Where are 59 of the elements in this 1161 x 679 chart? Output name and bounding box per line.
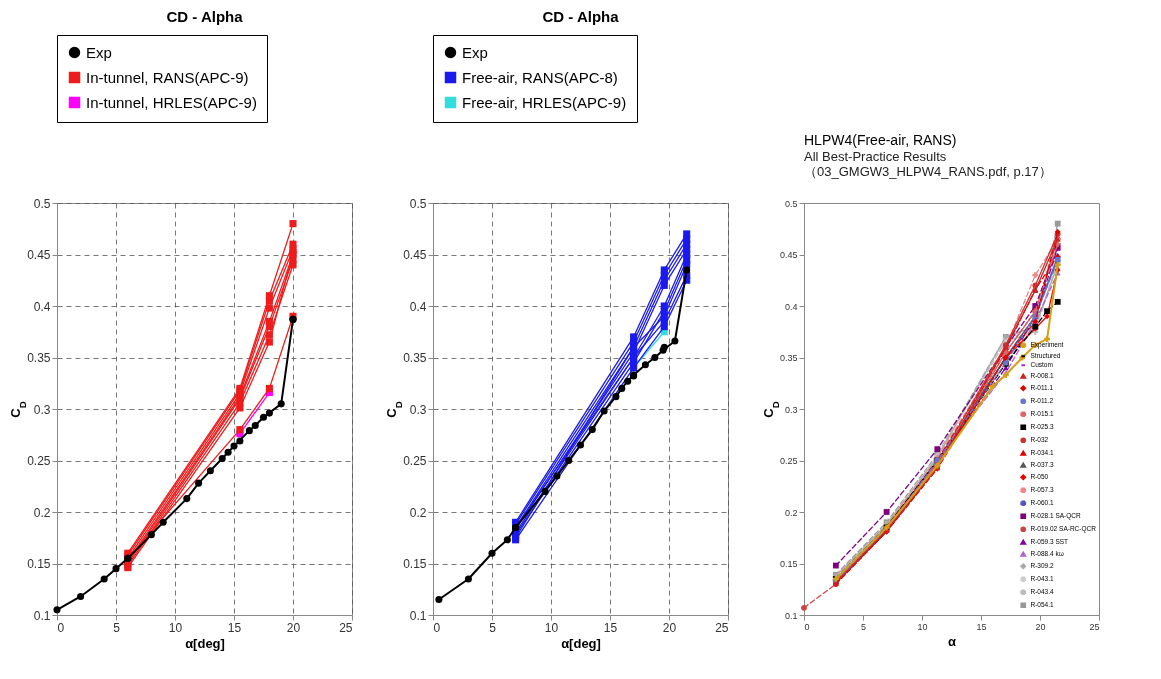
x-tick-label: 10: [168, 620, 183, 635]
x-tick-label: 25: [339, 620, 353, 635]
y-tick-label: 0.15: [403, 557, 427, 571]
y-tick-label: 0.35: [27, 351, 51, 365]
legend-label: Free-air, HRLES(APC-9): [462, 93, 627, 111]
chart-title: HLPW4(Free-air, RANS): [804, 132, 957, 148]
x-tick-label: 15: [976, 621, 987, 632]
y-tick-label: 0.5: [784, 198, 798, 209]
text: （03_GMGW3_HLPW4_RANS.pdf, p.17）: [804, 164, 1052, 179]
y-tick-label: 0.1: [784, 610, 798, 621]
legend-label: In-tunnel, RANS(APC-9): [86, 68, 249, 86]
legend-label: Exp: [86, 43, 112, 61]
x-tick-label: 5: [113, 620, 121, 635]
chart-subtitle: All Best-Practice Results: [804, 149, 947, 164]
y-tick-label: 0.3: [409, 402, 427, 417]
x-tick-label: 0: [804, 621, 810, 632]
y-tick-label: 0.4: [33, 299, 51, 314]
y-tick-label: 0.15: [27, 557, 51, 571]
y-tick-label: 0.15: [779, 559, 798, 569]
y-tick-label: 0.35: [403, 351, 427, 365]
y-tick-label: 0.1: [33, 608, 51, 623]
y-tick-label: 0.1: [409, 608, 427, 623]
y-tick-label: 0.25: [403, 454, 427, 468]
x-tick-label: 15: [227, 620, 242, 635]
legend-label: Free-air, RANS(APC-8): [462, 68, 618, 86]
y-tick-label: 0.25: [27, 454, 51, 468]
y-tick-label: 0.5: [409, 196, 427, 211]
x-tick-label: 25: [715, 620, 729, 635]
x-tick-label: 5: [489, 620, 497, 635]
y-tick-label: 0.5: [33, 196, 51, 211]
x-tick-label: 0: [57, 620, 65, 635]
y-tick-label: 0.45: [27, 248, 51, 262]
x-tick-label: 25: [1089, 621, 1100, 632]
x-tick-label: 10: [544, 620, 559, 635]
chart-title: CD - Alpha: [542, 7, 620, 25]
legend-label: In-tunnel, HRLES(APC-9): [86, 93, 257, 111]
y-tick-label: 0.35: [779, 353, 798, 363]
y-tick-label: 0.45: [779, 250, 798, 260]
y-tick-label: 0.4: [409, 299, 427, 314]
x-tick-label: 0: [433, 620, 441, 635]
x-tick-label: 20: [1035, 621, 1046, 632]
x-tick-label: 20: [662, 620, 677, 635]
y-tick-label: 0.45: [403, 248, 427, 262]
y-tick-label: 0.3: [784, 404, 798, 415]
x-tick-label: 15: [603, 620, 618, 635]
x-axis-title: α[deg]: [561, 635, 601, 651]
y-tick-label: 0.2: [409, 505, 427, 520]
chart-title: CD - Alpha: [166, 7, 244, 25]
x-tick-label: 20: [286, 620, 301, 635]
y-tick-label: 0.3: [33, 402, 51, 417]
y-tick-label: 0.2: [33, 505, 51, 520]
y-tick-label: 0.4: [784, 301, 798, 312]
legend-label: Exp: [462, 43, 488, 61]
y-tick-label: 0.25: [779, 456, 798, 466]
x-tick-label: 10: [917, 621, 928, 632]
y-tick-label: 0.2: [784, 507, 798, 518]
x-tick-label: 5: [860, 621, 867, 632]
x-axis-title: α: [948, 633, 956, 649]
x-axis-title: α[deg]: [185, 635, 225, 651]
